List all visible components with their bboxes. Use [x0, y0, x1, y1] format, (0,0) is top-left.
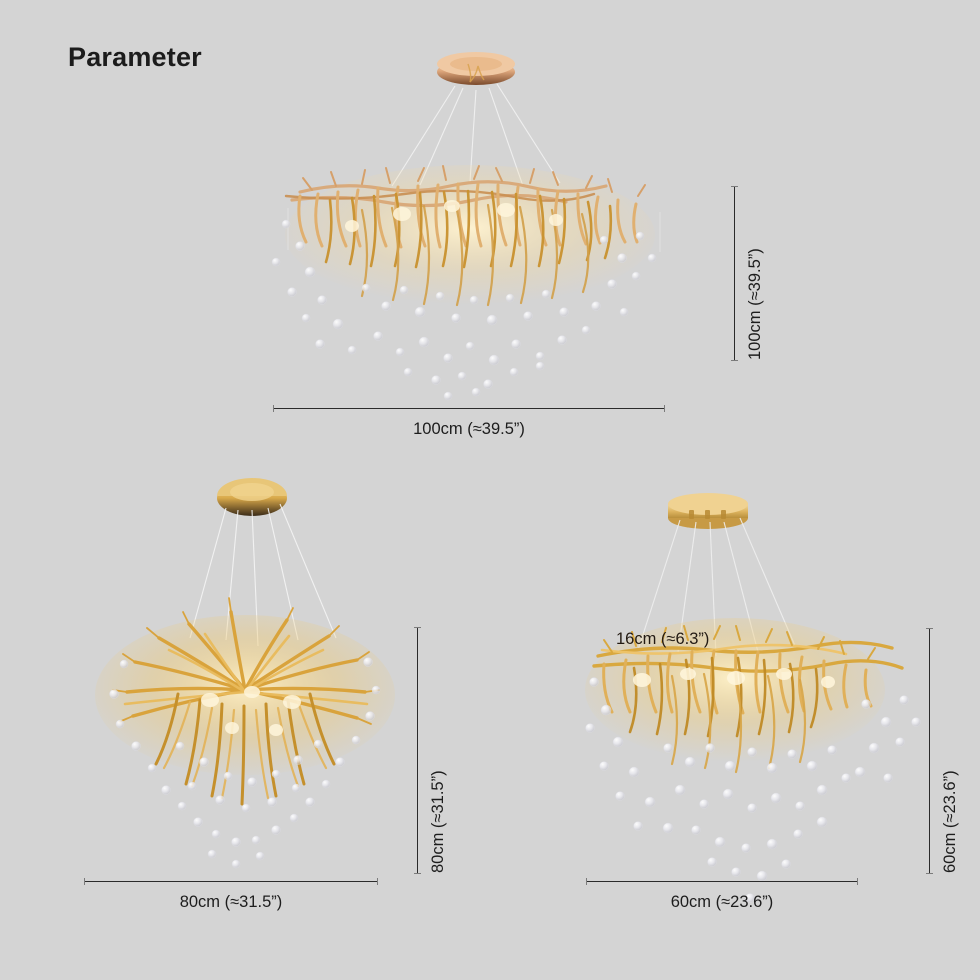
- dimension-line-height-small: [926, 628, 933, 874]
- dimension-line-width-large: [273, 405, 665, 412]
- chandelier-small-image: [585, 493, 921, 903]
- dimension-line-width-medium: [84, 878, 378, 885]
- dimension-label-canopy-small: 16cm (≈6.3”): [616, 630, 710, 648]
- dimension-line-width-small: [586, 878, 858, 885]
- product-chandelier-medium: 80cm (≈31.5”) 80cm (≈31.5”): [40, 450, 460, 930]
- canopy-medium: [217, 478, 287, 516]
- dimension-line-height-large: [731, 186, 738, 361]
- page-title: Parameter: [68, 42, 202, 72]
- canopy-large: [437, 52, 515, 85]
- dimension-label-width-large: 100cm (≈39.5”): [413, 420, 525, 438]
- dimension-label-height-large: 100cm (≈39.5”): [746, 248, 764, 360]
- dimension-label-width-small: 60cm (≈23.6”): [670, 893, 774, 911]
- canopy-small: [668, 493, 748, 529]
- dimension-label-width-medium: 80cm (≈31.5”): [179, 893, 283, 911]
- product-chandelier-small: 16cm (≈6.3”) 60cm (≈23.6”) 60cm (≈23.6”): [560, 460, 980, 930]
- chandelier-large-image: [271, 52, 661, 401]
- product-chandelier-large: 100cm (≈39.5”) 100cm (≈39.5”): [0, 0, 764, 450]
- dimension-label-height-medium: 80cm (≈31.5”): [429, 770, 447, 873]
- dimension-label-height-small: 60cm (≈23.6”): [941, 770, 959, 873]
- chandelier-medium-image: [95, 478, 395, 869]
- dimension-line-height-medium: [414, 627, 421, 874]
